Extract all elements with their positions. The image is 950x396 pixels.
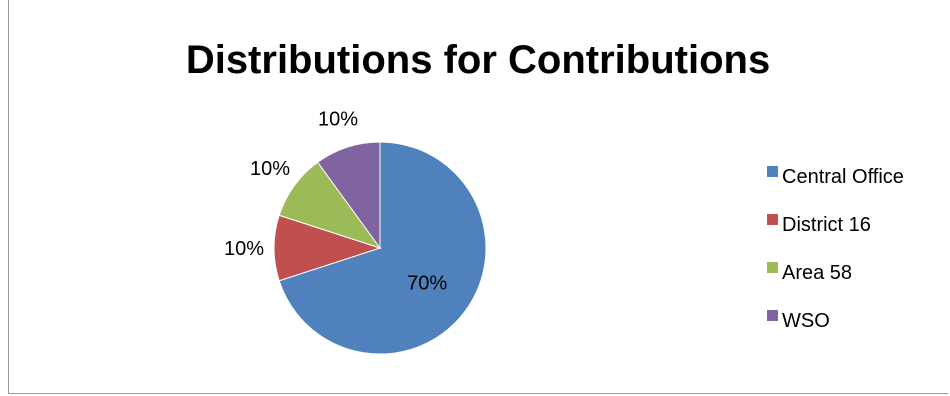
legend-swatch-wso	[767, 310, 778, 321]
pie-slice-wso	[316, 141, 381, 250]
legend-label-wso: WSO	[782, 310, 830, 332]
legend-swatch-district-16	[767, 214, 778, 225]
data-labels: 70% 10% 10% 10%	[224, 109, 447, 295]
pie-slice-central-office	[278, 141, 487, 355]
data-label-district-16: 10%	[224, 238, 264, 260]
legend: Central Office District 16 Area 58 WSO	[767, 166, 904, 332]
legend-label-central-office: Central Office	[782, 166, 904, 188]
chart-title: Distributions for Contributions	[186, 38, 770, 82]
pie-slices	[273, 141, 487, 355]
legend-label-district-16: District 16	[782, 214, 871, 236]
data-label-central-office: 70%	[407, 272, 447, 294]
data-label-wso: 10%	[318, 109, 358, 131]
legend-label-area-58: Area 58	[782, 262, 852, 284]
data-label-area-58: 10%	[250, 158, 290, 180]
chart-frame	[8, 0, 948, 394]
legend-swatch-central-office	[767, 166, 778, 177]
legend-swatch-area-58	[767, 262, 778, 273]
